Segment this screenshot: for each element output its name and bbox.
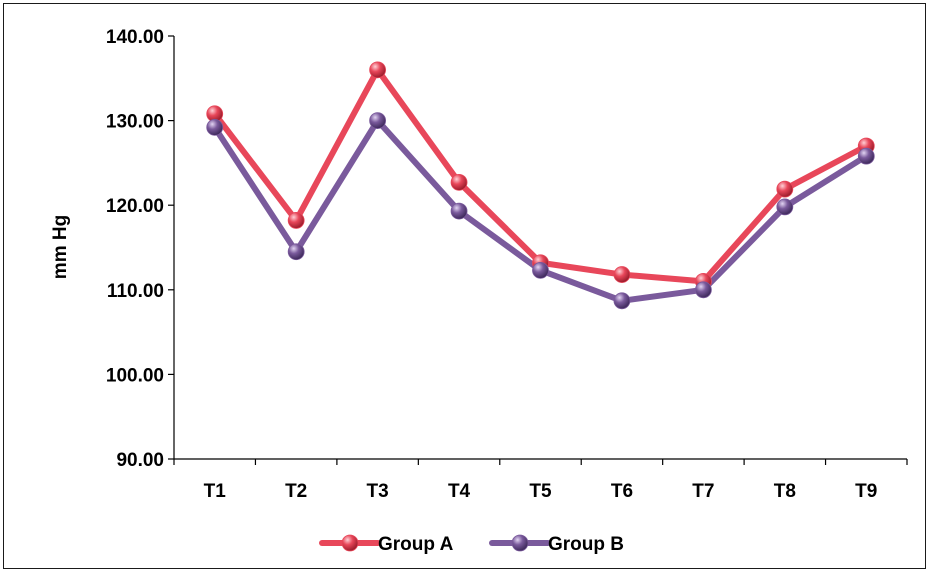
axes bbox=[173, 36, 907, 460]
x-tick-label: T9 bbox=[855, 481, 877, 502]
chart-frame bbox=[3, 3, 926, 569]
data-point-group-b bbox=[206, 118, 224, 136]
x-tick-label: T4 bbox=[448, 481, 471, 502]
series-line-group-a bbox=[211, 66, 870, 285]
legend-item-group-a: Group A bbox=[319, 534, 454, 555]
y-tick-label: 90.00 bbox=[116, 450, 164, 471]
data-point-group-b bbox=[776, 198, 794, 216]
y-ticks: 90.00 100.00 110.00 120.00 130.00 140.00 bbox=[106, 27, 174, 471]
y-tick-label: 120.00 bbox=[106, 196, 164, 217]
legend: Group A Group B bbox=[319, 534, 624, 555]
series-markers bbox=[206, 61, 875, 310]
data-point-group-b bbox=[857, 147, 875, 165]
data-point-group-b bbox=[532, 261, 549, 279]
data-point-group-b bbox=[694, 281, 712, 299]
x-tick-label: T7 bbox=[692, 481, 714, 502]
data-point-group-a bbox=[450, 173, 468, 191]
data-point-group-b bbox=[369, 112, 387, 129]
data-point-group-a bbox=[776, 180, 794, 198]
x-tick-label: T5 bbox=[529, 481, 552, 502]
x-tick-label: T6 bbox=[611, 481, 633, 502]
legend-swatch-marker bbox=[511, 534, 529, 552]
legend-swatch-marker bbox=[341, 534, 359, 552]
legend-label: Group B bbox=[548, 534, 624, 555]
x-tick-label: T1 bbox=[204, 481, 227, 502]
x-tick-label: T8 bbox=[774, 481, 796, 502]
x-tick-label: T3 bbox=[367, 481, 389, 502]
data-point-group-b bbox=[287, 243, 305, 261]
legend-label: Group A bbox=[378, 534, 454, 555]
y-tick-label: 140.00 bbox=[106, 27, 164, 48]
data-point-group-b bbox=[613, 292, 631, 310]
data-point-group-a bbox=[613, 266, 631, 283]
y-axis-title: mm Hg bbox=[50, 215, 71, 279]
data-point-group-a bbox=[287, 212, 305, 229]
x-ticks: T1 T2 T3 T4 T5 T6 T7 T8 T9 bbox=[173, 459, 908, 502]
y-tick-label: 100.00 bbox=[106, 365, 164, 386]
legend-item-group-b: Group B bbox=[489, 534, 624, 555]
x-tick-label: T2 bbox=[285, 481, 307, 502]
data-point-group-a bbox=[369, 61, 387, 79]
data-point-group-b bbox=[450, 202, 468, 220]
y-tick-label: 110.00 bbox=[107, 281, 164, 302]
y-tick-label: 130.00 bbox=[106, 112, 164, 133]
